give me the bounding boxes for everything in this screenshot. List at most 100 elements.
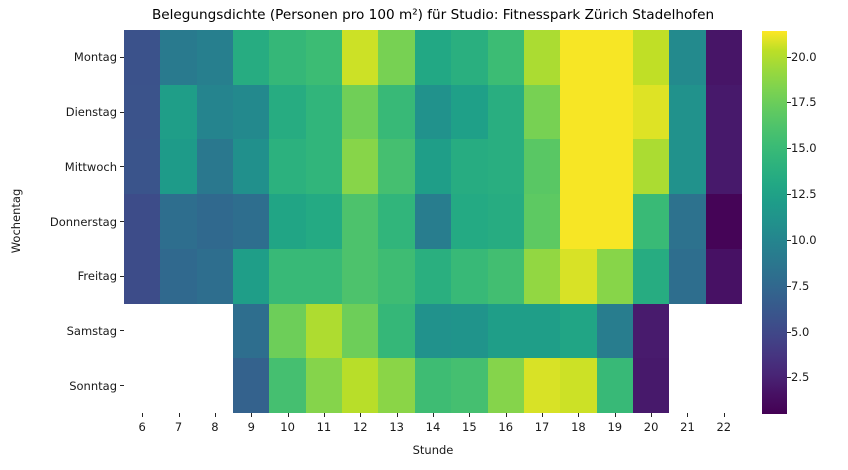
heatmap-cell <box>487 194 524 249</box>
heatmap-cell <box>596 84 633 140</box>
heatmap-cell <box>378 358 415 413</box>
colorbar-tick-mark <box>787 377 791 379</box>
heatmap-cell <box>378 248 415 304</box>
colorbar-tick-mark <box>787 285 791 287</box>
x-tick-label: 18 <box>560 413 596 435</box>
heatmap-cell <box>233 30 270 85</box>
colorbar-tick-mark <box>787 194 791 196</box>
heatmap-cell <box>197 304 233 359</box>
heatmap-cell <box>632 84 670 140</box>
heatmap-cell <box>632 139 670 195</box>
x-tick-label: 16 <box>488 413 524 435</box>
colorbar-tick-label: 12.5 <box>791 187 817 202</box>
heatmap-cell <box>706 304 742 359</box>
x-tick-mark <box>469 413 471 417</box>
heatmap-cell <box>414 30 452 85</box>
heatmap-cell <box>160 358 196 413</box>
y-tick-mark <box>120 330 124 332</box>
heatmap-cell <box>269 303 306 359</box>
y-tick-label: Mittwoch <box>0 139 124 194</box>
heatmap-cell <box>378 194 415 249</box>
heatmap-cell <box>632 358 670 413</box>
heatmap-grid <box>124 30 742 413</box>
heatmap-cell <box>124 358 160 413</box>
heatmap-cell <box>160 304 196 359</box>
heatmap-cell <box>523 194 561 249</box>
heatmap-cell <box>414 358 452 413</box>
heatmap-cell <box>523 248 561 304</box>
heatmap-cell <box>305 84 343 140</box>
heatmap-cell <box>342 194 379 249</box>
heatmap-cell <box>124 30 161 85</box>
heatmap-cell <box>269 248 306 304</box>
heatmap-cell <box>342 303 379 359</box>
weekday-label: Samstag <box>66 323 117 338</box>
heatmap-cell <box>196 248 234 304</box>
x-tick-mark <box>578 413 580 417</box>
x-tick-label: 10 <box>269 413 305 435</box>
heatmap-cell <box>305 139 343 195</box>
colorbar-tick-mark <box>787 239 791 241</box>
heatmap-cell <box>451 303 488 359</box>
heatmap-cell <box>196 30 234 85</box>
heatmap-cell <box>632 248 670 304</box>
heatmap-cell <box>414 194 452 249</box>
heatmap-cell <box>124 84 161 140</box>
heatmap-cell <box>305 303 343 359</box>
heatmap-cell <box>560 358 597 413</box>
colorbar-tick-mark <box>787 56 791 58</box>
y-tick-mark <box>120 221 124 223</box>
heatmap-cell <box>560 194 597 249</box>
heatmap-cell <box>632 30 670 85</box>
colorbar-tick-label: 2.5 <box>791 370 810 385</box>
weekday-label: Mittwoch <box>64 159 117 174</box>
heatmap-cell <box>451 139 488 195</box>
heatmap-cell <box>451 248 488 304</box>
heatmap-cell <box>160 30 197 85</box>
x-tick-mark <box>723 413 725 417</box>
weekday-label: Donnerstag <box>49 214 117 229</box>
heatmap-cell <box>233 139 270 195</box>
heatmap-cell <box>487 139 524 195</box>
weekday-label: Montag <box>73 50 117 65</box>
colorbar-tick-label: 10.0 <box>791 232 817 247</box>
heatmap-cell <box>705 84 742 140</box>
heatmap-cell <box>342 358 379 413</box>
y-tick-mark <box>120 385 124 387</box>
x-tick-label: 12 <box>342 413 378 435</box>
heatmap-cell <box>560 248 597 304</box>
x-tick-label: 21 <box>669 413 705 435</box>
x-tick-mark <box>396 413 398 417</box>
x-tick-label: 6 <box>124 413 160 435</box>
heatmap-cell <box>705 248 742 304</box>
x-tick-mark <box>614 413 616 417</box>
colorbar-tick-label: 5.0 <box>791 324 810 339</box>
x-tick-label: 7 <box>160 413 196 435</box>
heatmap-cell <box>705 30 742 85</box>
heatmap-cell <box>342 248 379 304</box>
y-tick-mark <box>120 275 124 277</box>
x-tick-label: 8 <box>197 413 233 435</box>
colorbar-tick-mark <box>787 102 791 104</box>
heatmap-cell <box>596 139 633 195</box>
heatmap-cell <box>124 139 161 195</box>
heatmap-cell <box>487 358 524 413</box>
x-tick-label: 11 <box>306 413 342 435</box>
x-tick-mark <box>142 413 144 417</box>
y-tick-label: Dienstag <box>0 85 124 140</box>
heatmap-cell <box>487 30 524 85</box>
chart-title: Belegungsdichte (Personen pro 100 m²) fü… <box>151 7 715 23</box>
x-tick-label: 17 <box>524 413 560 435</box>
heatmap-cell <box>342 84 379 140</box>
heatmap-cell <box>196 84 234 140</box>
colorbar-tick-mark <box>787 148 791 150</box>
weekday-label: Freitag <box>77 269 117 284</box>
heatmap-cell <box>414 84 452 140</box>
heatmap-cell <box>342 30 379 85</box>
heatmap-cell <box>269 84 306 140</box>
y-tick-label: Samstag <box>0 304 124 359</box>
heatmap-cell <box>669 248 706 304</box>
x-tick-mark <box>651 413 653 417</box>
heatmap-cell <box>669 304 705 359</box>
heatmap-cell <box>233 84 270 140</box>
